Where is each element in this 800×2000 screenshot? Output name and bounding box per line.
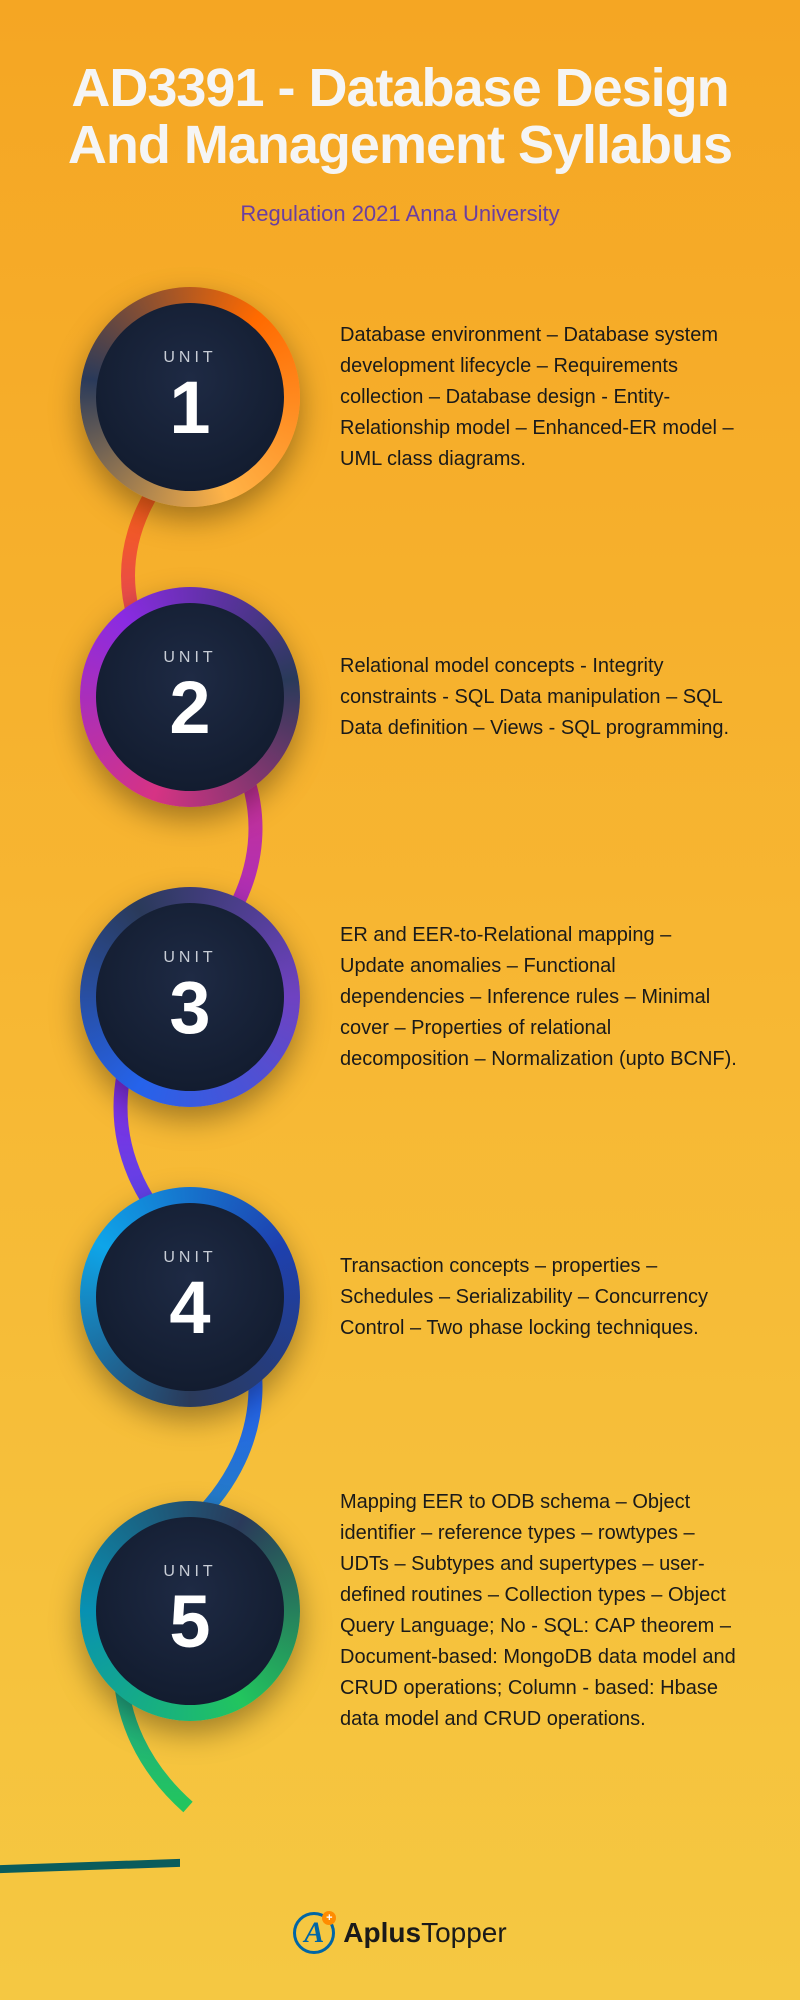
title-line-2: And Management Syllabus xyxy=(68,115,732,175)
unit-circle-4: UNIT 4 xyxy=(80,1187,300,1407)
unit-circle-inner: UNIT 4 xyxy=(96,1203,284,1391)
brand-logo-letter: A xyxy=(304,1916,324,1950)
unit-circle-inner: UNIT 5 xyxy=(96,1517,284,1705)
brand-name-prefix: Aplus xyxy=(343,1917,421,1948)
brand-name-suffix: Topper xyxy=(421,1917,507,1948)
unit-circle-inner: UNIT 1 xyxy=(96,303,284,491)
unit-description: Database environment – Database system d… xyxy=(300,320,740,475)
unit-row-5: UNIT 5 Mapping EER to ODB schema – Objec… xyxy=(0,1487,800,1735)
unit-number: 1 xyxy=(169,371,210,445)
unit-row-1: UNIT 1 Database environment – Database s… xyxy=(0,287,800,507)
unit-description: ER and EER-to-Relational mapping – Updat… xyxy=(300,920,740,1075)
brand-plus-badge: + xyxy=(322,1911,336,1925)
unit-circle-1: UNIT 1 xyxy=(80,287,300,507)
unit-number: 5 xyxy=(169,1585,210,1659)
unit-number: 3 xyxy=(169,971,210,1045)
unit-label: UNIT xyxy=(163,649,216,667)
footer-accent-line xyxy=(0,1859,180,1873)
title-line-1: AD3391 - Database Design xyxy=(71,58,728,118)
unit-label: UNIT xyxy=(163,349,216,367)
page-title: AD3391 - Database Design And Management … xyxy=(40,60,760,173)
header: AD3391 - Database Design And Management … xyxy=(0,0,800,247)
unit-row-4: UNIT 4 Transaction concepts – properties… xyxy=(0,1187,800,1407)
brand-name: AplusTopper xyxy=(343,1917,506,1949)
unit-number: 4 xyxy=(169,1271,210,1345)
brand-logo-icon: A + xyxy=(293,1912,335,1954)
footer: A + AplusTopper xyxy=(0,1912,800,1954)
unit-label: UNIT xyxy=(163,949,216,967)
unit-circle-inner: UNIT 3 xyxy=(96,903,284,1091)
unit-circle-2: UNIT 2 xyxy=(80,587,300,807)
unit-label: UNIT xyxy=(163,1249,216,1267)
unit-circle-3: UNIT 3 xyxy=(80,887,300,1107)
unit-description: Relational model concepts - Integrity co… xyxy=(300,651,740,744)
page-subtitle: Regulation 2021 Anna University xyxy=(40,201,760,227)
unit-row-3: UNIT 3 ER and EER-to-Relational mapping … xyxy=(0,887,800,1107)
units-container: UNIT 1 Database environment – Database s… xyxy=(0,247,800,1735)
unit-label: UNIT xyxy=(163,1563,216,1581)
brand: A + AplusTopper xyxy=(293,1912,506,1954)
unit-description: Transaction concepts – properties – Sche… xyxy=(300,1251,740,1344)
unit-circle-5: UNIT 5 xyxy=(80,1501,300,1721)
unit-row-2: UNIT 2 Relational model concepts - Integ… xyxy=(0,587,800,807)
unit-description: Mapping EER to ODB schema – Object ident… xyxy=(300,1487,740,1735)
unit-circle-inner: UNIT 2 xyxy=(96,603,284,791)
unit-number: 2 xyxy=(169,671,210,745)
